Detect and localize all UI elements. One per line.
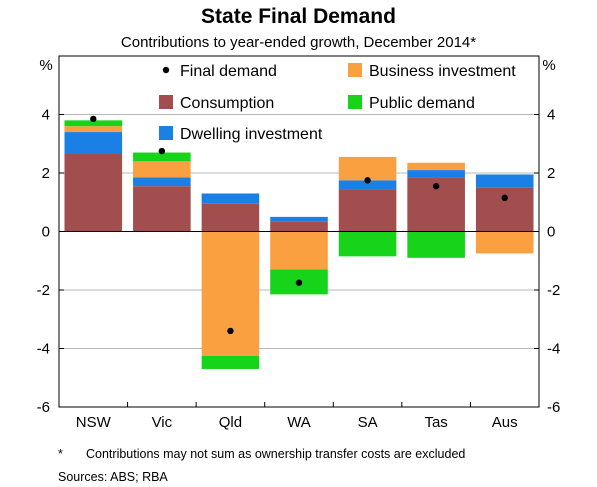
bar-public-demand-qld [201, 355, 260, 369]
bar-dwelling-investment-wa [270, 216, 328, 222]
legend-public-label: Public demand [369, 95, 475, 112]
final-demand-point-qld [227, 327, 234, 335]
footnote-text: Contributions may not sum as ownership t… [86, 447, 465, 461]
bar-consumption-aus [475, 187, 534, 232]
legend: Final demand Business investment Consump… [159, 63, 516, 143]
category-label-vic: Vic [152, 414, 173, 431]
final-demand-point-vic [158, 147, 166, 155]
bar-consumption-qld [201, 203, 260, 232]
y-axis-unit-left: % [39, 57, 52, 74]
axis-ticks: -6 -6 -4 -4 -2 -2 0 0 2 2 4 4 [37, 107, 561, 417]
category-label-sa: SA [358, 414, 378, 431]
y-tick-label-left: 4 [42, 107, 50, 124]
final-demand-point-tas [432, 182, 440, 190]
bar-dwelling-investment-nsw [64, 132, 123, 154]
final-demand-point-wa [295, 279, 303, 286]
y-tick-label-left: -4 [37, 341, 50, 358]
final-demand-point-nsw [90, 115, 97, 123]
bar-dwelling-investment-aus [475, 174, 534, 188]
y-tick-label-left: -2 [37, 282, 50, 299]
y-tick-label-right: 4 [547, 107, 555, 124]
category-label-wa: WA [287, 414, 311, 431]
bar-business-investment-aus [475, 231, 534, 254]
y-tick-label-right: 2 [547, 165, 555, 182]
legend-business-swatch [348, 63, 362, 77]
final-demand-point-sa [364, 177, 371, 184]
bar-business-investment-vic [133, 161, 191, 178]
chart-subtitle: Contributions to year-ended growth, Dece… [121, 34, 476, 51]
category-label-qld: Qld [219, 414, 242, 431]
y-tick-label-left: 0 [42, 224, 50, 241]
bar-dwelling-investment-qld [201, 193, 260, 204]
y-tick-label-right: 0 [547, 224, 555, 241]
bar-business-investment-nsw [64, 126, 123, 133]
y-axis-unit-right: % [542, 57, 555, 74]
bar-dwelling-investment-vic [133, 177, 191, 187]
legend-consumption-label: Consumption [180, 95, 274, 112]
bar-dwelling-investment-sa [338, 180, 397, 190]
y-tick-label-left: -6 [37, 399, 50, 416]
sources-text: Sources: ABS; RBA [58, 470, 168, 484]
bar-dwelling-investment-tas [407, 170, 465, 178]
bar-public-demand-vic [133, 152, 191, 162]
y-tick-label-right: -4 [547, 341, 560, 358]
bar-consumption-wa [270, 221, 328, 232]
bar-business-investment-qld [201, 231, 260, 356]
bars [64, 120, 534, 369]
bar-public-demand-tas [407, 231, 465, 258]
legend-dwelling-label: Dwelling investment [180, 126, 323, 143]
bar-business-investment-wa [270, 231, 328, 270]
legend-final-demand-label: Final demand [180, 63, 277, 80]
category-labels: NSW Vic Qld WA SA Tas Aus [76, 402, 518, 431]
legend-final-demand-marker [162, 66, 170, 74]
legend-public-swatch [348, 95, 362, 109]
y-tick-label-right: -2 [547, 282, 560, 299]
y-tick-label-left: 2 [42, 165, 50, 182]
bar-consumption-vic [133, 186, 191, 232]
y-tick-label-right: -6 [547, 399, 560, 416]
footnote-marker: * [58, 447, 63, 461]
bar-public-demand-nsw [64, 120, 123, 127]
bar-business-investment-sa [338, 156, 397, 181]
category-label-tas: Tas [424, 414, 447, 431]
bar-consumption-nsw [64, 153, 123, 232]
legend-business-label: Business investment [369, 63, 516, 80]
chart-title: State Final Demand [201, 5, 396, 28]
category-label-aus: Aus [492, 414, 518, 431]
legend-dwelling-swatch [159, 126, 173, 140]
bar-business-investment-tas [407, 162, 465, 171]
final-demand-markers [90, 115, 508, 335]
bar-public-demand-sa [338, 231, 397, 257]
final-demand-point-aus [501, 194, 508, 202]
bar-consumption-sa [338, 189, 397, 232]
category-label-nsw: NSW [76, 414, 112, 431]
legend-consumption-swatch [159, 95, 173, 109]
